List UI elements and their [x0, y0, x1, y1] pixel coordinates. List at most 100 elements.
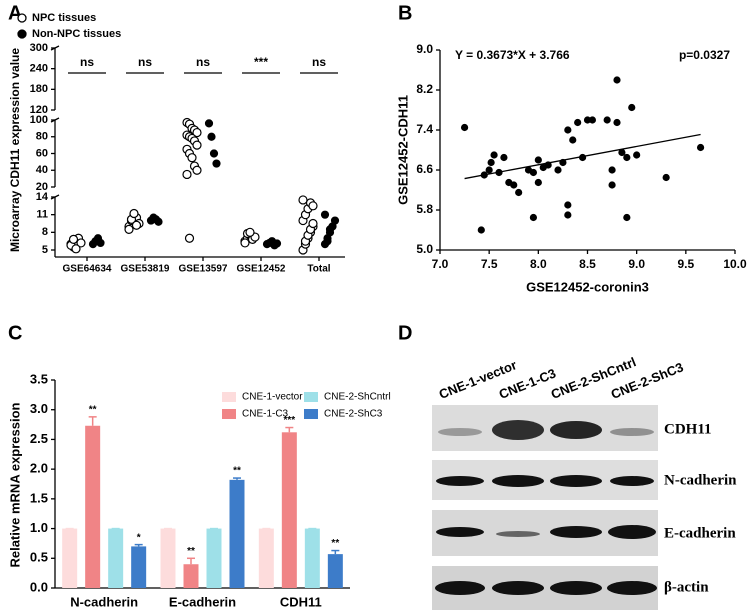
- dot: [272, 239, 282, 248]
- band: [492, 581, 544, 595]
- point: [588, 116, 597, 124]
- panel-label: B: [398, 2, 412, 24]
- y-tick-label: 100: [30, 114, 48, 126]
- band: [438, 428, 482, 436]
- annotation: ns: [138, 55, 152, 69]
- bar: [108, 528, 124, 588]
- blot-row-label: CDH11: [664, 421, 712, 437]
- dot: [245, 227, 255, 237]
- x-tick-label: 8.0: [530, 257, 547, 271]
- band: [492, 475, 544, 487]
- blot-row-label: β-actin: [664, 579, 709, 595]
- x-tick-label: CDH11: [280, 594, 322, 609]
- band: [607, 581, 657, 595]
- legend-marker: [17, 29, 27, 39]
- significance: ***: [283, 415, 295, 426]
- bar: [62, 528, 78, 588]
- point: [628, 103, 636, 112]
- point: [662, 173, 670, 182]
- point: [477, 226, 485, 234]
- y-tick-label: 8: [42, 226, 48, 238]
- legend-label: CNE-2-ShCntrl: [324, 392, 391, 403]
- point: [495, 168, 503, 177]
- y-tick-label: 3.5: [30, 371, 48, 386]
- band: [496, 531, 540, 537]
- dot: [129, 208, 139, 219]
- point: [564, 211, 572, 219]
- legend-swatch: [222, 392, 236, 402]
- band: [492, 420, 544, 440]
- point: [460, 123, 469, 132]
- y-tick-label: 5: [42, 244, 48, 256]
- significance: *: [137, 532, 141, 543]
- point: [608, 166, 616, 174]
- y-tick-label: 0.5: [30, 550, 48, 565]
- y-tick-label: 0.0: [30, 579, 48, 594]
- bar: [183, 564, 199, 588]
- y-tick-label: 1.5: [30, 490, 48, 505]
- x-tick-label: E-cadherin: [169, 594, 236, 609]
- band: [436, 527, 484, 537]
- band: [435, 581, 485, 595]
- dot: [320, 210, 330, 219]
- x-tick-label: Total: [307, 264, 330, 275]
- dot: [154, 217, 163, 226]
- point: [490, 151, 498, 159]
- y-tick-label: 60: [36, 147, 48, 159]
- point: [564, 126, 572, 134]
- y-tick-label: 1.0: [30, 520, 48, 535]
- legend-swatch: [304, 392, 318, 402]
- x-tick-label: 7.5: [481, 257, 498, 271]
- bar: [327, 554, 343, 588]
- dot: [192, 140, 202, 150]
- y-tick-label: 5.0: [416, 242, 433, 256]
- point: [544, 161, 552, 169]
- band: [608, 525, 656, 539]
- bar: [131, 546, 147, 588]
- point: [613, 76, 621, 84]
- y-tick-label: 7.4: [416, 122, 433, 136]
- dot: [204, 119, 214, 128]
- band: [436, 476, 484, 486]
- y-tick-label: 3.0: [30, 401, 48, 416]
- x-axis-label: GSE12452-coronin3: [526, 279, 649, 294]
- p-value: p=0.0327: [679, 48, 730, 62]
- point: [480, 171, 488, 179]
- y-tick-label: 40: [36, 164, 48, 176]
- y-tick-label: 300: [30, 42, 48, 54]
- point: [534, 156, 542, 164]
- dot: [76, 238, 86, 248]
- dot: [207, 132, 216, 141]
- point: [554, 166, 562, 174]
- y-tick-label: 180: [30, 83, 48, 95]
- panel-label: C: [8, 322, 22, 344]
- point: [564, 201, 572, 209]
- y-tick-label: 6.6: [416, 162, 433, 176]
- point: [500, 153, 508, 162]
- legend-label: NPC tissues: [32, 12, 96, 24]
- point: [515, 188, 523, 197]
- point: [534, 178, 542, 187]
- band: [610, 476, 654, 486]
- dot: [182, 169, 192, 180]
- point: [578, 153, 587, 162]
- significance: **: [89, 404, 97, 415]
- y-tick-label: 120: [30, 104, 48, 116]
- band: [610, 428, 654, 436]
- point: [623, 213, 631, 222]
- bar: [206, 528, 222, 588]
- y-tick-label: 20: [36, 181, 48, 193]
- annotation: ***: [254, 55, 268, 69]
- x-tick-label: GSE12452: [237, 264, 286, 275]
- equation: Y = 0.3673*X + 3.766: [455, 48, 570, 62]
- y-tick-label: 9.0: [416, 42, 433, 56]
- legend-label: Non-NPC tissues: [32, 28, 121, 40]
- bar: [85, 425, 101, 588]
- x-tick-label: 10.0: [723, 257, 747, 271]
- point: [603, 116, 611, 124]
- blot-row-label: N-cadherin: [664, 472, 737, 488]
- band: [550, 475, 602, 487]
- significance: **: [233, 466, 241, 477]
- dot: [192, 165, 202, 175]
- point: [569, 136, 577, 144]
